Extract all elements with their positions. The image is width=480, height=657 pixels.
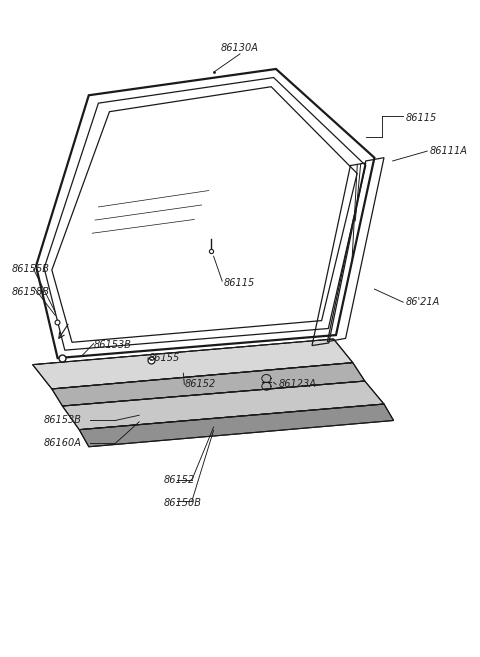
- Text: 86160A: 86160A: [43, 438, 81, 449]
- Polygon shape: [52, 363, 365, 406]
- Text: 86152: 86152: [185, 379, 216, 390]
- Text: 86153B: 86153B: [43, 415, 81, 426]
- Text: 86158B: 86158B: [12, 287, 50, 298]
- Text: 86155B: 86155B: [12, 264, 50, 275]
- Text: 86155: 86155: [149, 353, 180, 363]
- Polygon shape: [62, 381, 384, 430]
- Text: 86150B: 86150B: [163, 497, 201, 508]
- Text: 86111A: 86111A: [430, 146, 468, 156]
- Text: 86130A: 86130A: [221, 43, 259, 53]
- Text: 86152: 86152: [163, 474, 194, 485]
- Polygon shape: [79, 404, 394, 447]
- Polygon shape: [33, 339, 353, 389]
- Text: 86'21A: 86'21A: [406, 297, 440, 307]
- Text: 86123A: 86123A: [278, 379, 316, 390]
- Text: 86115: 86115: [223, 277, 254, 288]
- Text: 86153B: 86153B: [94, 340, 132, 350]
- Text: 86115: 86115: [406, 113, 437, 124]
